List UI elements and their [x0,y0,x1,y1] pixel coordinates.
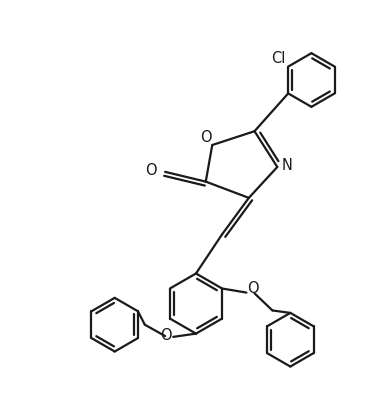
Text: O: O [247,281,259,296]
Text: O: O [200,130,212,145]
Text: O: O [160,328,172,343]
Text: Cl: Cl [271,51,286,66]
Text: O: O [145,163,157,178]
Text: N: N [281,158,292,173]
